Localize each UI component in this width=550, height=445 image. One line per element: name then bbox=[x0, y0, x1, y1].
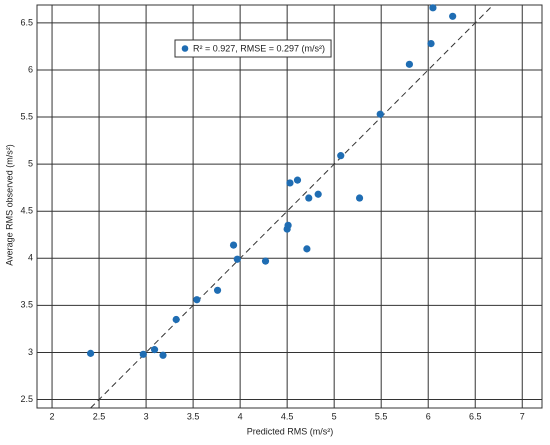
point bbox=[213, 286, 222, 294]
point bbox=[286, 179, 294, 187]
y-tick-label: 6.5 bbox=[20, 17, 33, 27]
plot-area bbox=[36, 4, 543, 409]
point bbox=[233, 255, 241, 263]
y-tick-label: 4 bbox=[28, 253, 33, 263]
x-tick-label: 2.5 bbox=[93, 411, 106, 421]
x-tick-label: 6.5 bbox=[469, 411, 482, 421]
legend-marker bbox=[181, 45, 189, 52]
point bbox=[305, 194, 313, 202]
y-tick-label: 6 bbox=[28, 64, 33, 74]
x-tick-label: 3 bbox=[144, 411, 149, 421]
y-tick-label: 5 bbox=[28, 159, 33, 169]
point bbox=[193, 296, 201, 304]
point bbox=[284, 221, 292, 229]
x-tick-label: 5 bbox=[332, 411, 337, 421]
x-tick-label: 2 bbox=[50, 411, 55, 421]
point bbox=[405, 60, 414, 68]
y-tick-label: 5.5 bbox=[20, 111, 33, 121]
point bbox=[261, 257, 270, 265]
point bbox=[337, 152, 345, 160]
point bbox=[139, 350, 147, 358]
x-tick-label: 7 bbox=[520, 411, 525, 421]
x-tick-label: 4 bbox=[238, 411, 243, 421]
point bbox=[150, 346, 159, 354]
point bbox=[449, 12, 457, 20]
point bbox=[87, 349, 95, 357]
reference-line bbox=[90, 4, 494, 409]
y-tick-label: 3 bbox=[28, 347, 33, 357]
y-tick-label: 4.5 bbox=[20, 206, 33, 216]
point bbox=[429, 4, 437, 12]
y-axis-label: Average RMS observed (m/s²) bbox=[4, 144, 14, 265]
y-tick-label: 3.5 bbox=[20, 300, 33, 310]
point bbox=[159, 351, 167, 359]
x-axis-label: Predicted RMS (m/s²) bbox=[247, 426, 334, 436]
point bbox=[355, 194, 364, 202]
point bbox=[172, 315, 180, 324]
x-tick-label: 3.5 bbox=[187, 411, 200, 421]
point bbox=[229, 241, 238, 249]
point bbox=[293, 176, 302, 184]
point bbox=[376, 110, 384, 118]
x-tick-label: 4.5 bbox=[281, 411, 294, 421]
x-tick-label: 5.5 bbox=[375, 411, 388, 421]
point bbox=[427, 40, 435, 48]
legend-box bbox=[174, 39, 332, 58]
legend-label: R² = 0.927, RMSE = 0.297 (m/s²) bbox=[193, 43, 325, 53]
x-tick-label: 6 bbox=[426, 411, 431, 421]
y-tick-label: 2.5 bbox=[20, 394, 33, 404]
point bbox=[303, 245, 311, 253]
point bbox=[314, 190, 322, 198]
